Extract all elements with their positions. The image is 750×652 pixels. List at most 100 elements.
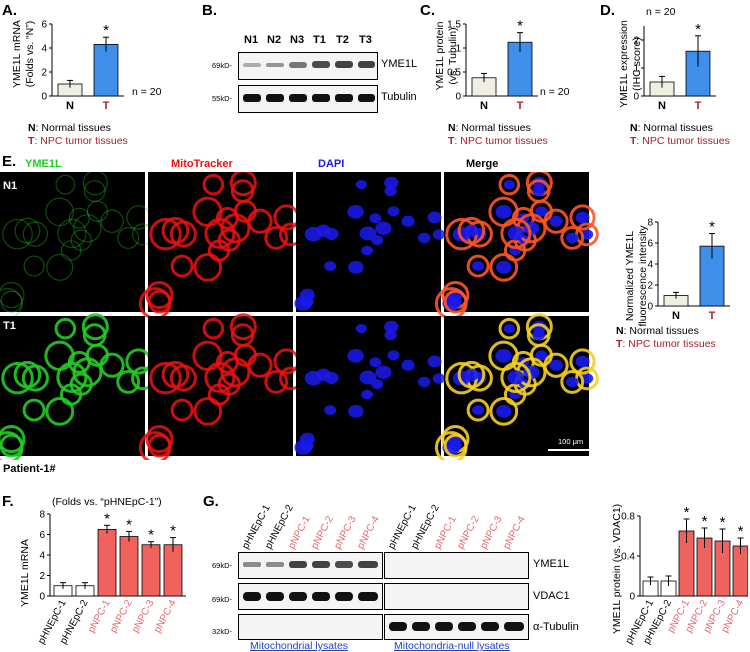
cell (145, 425, 174, 454)
nucleus (535, 206, 548, 217)
cell (500, 217, 532, 249)
cell (149, 361, 182, 395)
nucleus (375, 365, 392, 380)
nucleus (384, 320, 399, 333)
cell (526, 323, 551, 347)
panel-b-mw-top: 69kD- (212, 61, 233, 70)
panel-d-legend-t: T: NPC tumor tissues (630, 135, 730, 147)
cell (60, 240, 82, 261)
panel-a-label: A. (2, 2, 17, 19)
nucleus (427, 355, 442, 368)
y-tick-label: 0.4 (621, 552, 635, 563)
nucleus (507, 370, 525, 385)
cell (560, 225, 585, 250)
significance-mark: * (104, 510, 110, 527)
nucleus (401, 215, 415, 227)
nucleus (324, 261, 337, 272)
nucleus (507, 226, 525, 241)
cell (500, 361, 532, 393)
y-tick-label: 2 (41, 68, 47, 79)
panel-f-label: F. (2, 493, 14, 510)
category-label: N (672, 310, 680, 322)
cell (149, 217, 182, 251)
cell (170, 254, 194, 278)
nucleus (387, 206, 400, 217)
y-tick-label: 4 (39, 551, 45, 562)
y-tick-label: 2 (647, 281, 653, 292)
nucleus (384, 176, 399, 189)
nucleus (301, 440, 314, 451)
nucleus (369, 213, 382, 224)
cell (0, 281, 25, 309)
cell (22, 221, 49, 247)
cell (202, 317, 225, 340)
nucleus (316, 368, 331, 381)
cell (204, 361, 236, 393)
nucleus (427, 211, 442, 224)
nucleus (316, 224, 331, 237)
lane-label: N2 (267, 34, 282, 46)
nucleus (347, 348, 364, 363)
lane-label: T2 (336, 34, 349, 46)
micrograph (434, 172, 599, 320)
bar (97, 528, 117, 597)
cell (569, 204, 596, 231)
lane-label: N1 (244, 34, 259, 46)
y-tick-label: 6 (647, 239, 653, 250)
lysate-null-label: Mitochondria-null lysates (394, 640, 510, 652)
cell (70, 229, 92, 251)
panel-d-chart: 0 1 2 N * T (633, 21, 716, 112)
cell (55, 174, 76, 195)
nucleus (464, 224, 479, 237)
micrograph (138, 313, 303, 460)
lane-label: T3 (359, 34, 372, 46)
panel-b-lanes: N1 N2 N3 T1 T2 T3 (240, 34, 378, 50)
significance-mark: * (738, 523, 744, 540)
panel-c-label: C. (420, 2, 435, 19)
category-label: N (66, 100, 74, 112)
y-tick-label: 1 (455, 44, 461, 55)
cell (117, 226, 140, 249)
panel-e-legend-t: T: NPC tumor tissues (616, 338, 716, 350)
cell (22, 398, 46, 422)
col-yme1l: YME1L (25, 158, 62, 170)
nucleus (417, 232, 431, 244)
cell (82, 323, 107, 347)
cell (116, 369, 141, 394)
nucleus (432, 229, 446, 240)
panel-e-micrographs (0, 172, 599, 460)
y-tick-label: 0.5 (447, 68, 461, 79)
y-tick-label: 0 (41, 92, 47, 103)
cell (46, 253, 74, 281)
cell (54, 317, 77, 340)
panel-b-band-top: YME1L (381, 58, 418, 70)
micrograph (0, 313, 155, 460)
nucleus (503, 179, 515, 190)
nucleus (449, 440, 462, 451)
cell (45, 197, 74, 227)
panel-g-label: G. (203, 493, 219, 510)
cell (264, 369, 289, 394)
panel-g-lanes: pHNEpC-1 pHNEpC-2 pNPC-1 pNPC-2 pNPC-3 pNPC-4… (240, 496, 529, 554)
scale-bar (548, 449, 606, 451)
panel-g-band-3: α-Tubulin (533, 621, 579, 633)
nucleus (361, 245, 373, 256)
nucleus (496, 260, 512, 274)
nucleus (369, 357, 382, 368)
bar (163, 544, 183, 597)
panel-a-legend-n: N: Normal tissues (28, 122, 111, 134)
nucleus (375, 221, 392, 236)
bar (141, 544, 161, 597)
significance-mark: * (126, 516, 132, 533)
micrograph-background (0, 172, 145, 312)
y-tick-label: 6 (41, 20, 47, 31)
y-tick-label: 4 (41, 44, 47, 55)
cell (83, 180, 106, 202)
row-n1-label: N1 (3, 180, 18, 192)
cell (68, 207, 90, 229)
cell (23, 255, 45, 277)
nucleus (496, 404, 512, 418)
panel-a-legend-t: T: NPC tumor tissues (28, 135, 128, 147)
cell (247, 208, 273, 234)
cell (72, 357, 103, 388)
